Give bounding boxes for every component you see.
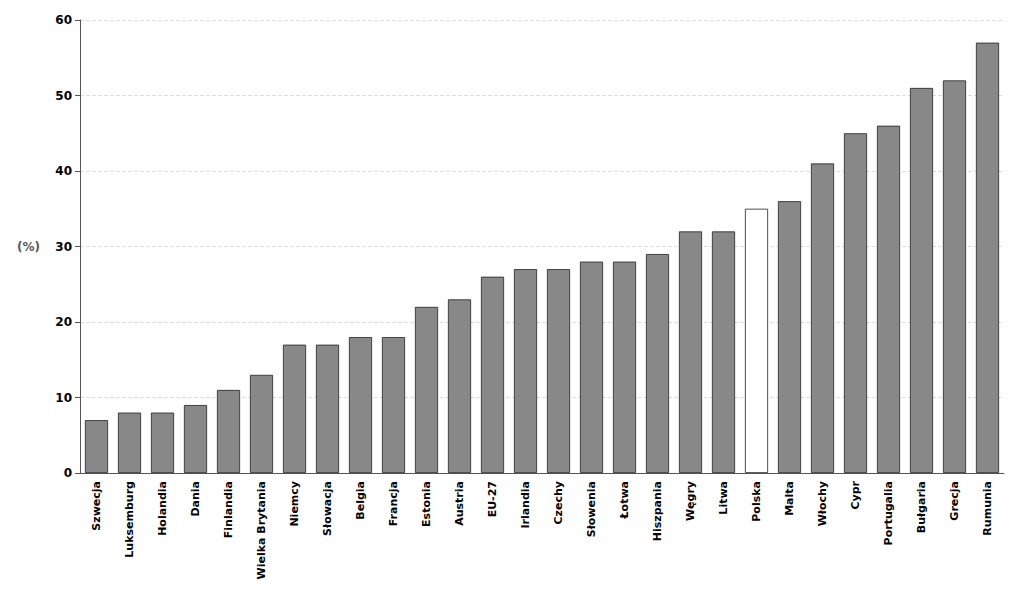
svg-text:Rumunia: Rumunia [981, 481, 994, 536]
svg-text:Bułgaria: Bułgaria [915, 481, 928, 533]
svg-text:Dania: Dania [189, 481, 202, 517]
svg-text:Łotwa: Łotwa [618, 481, 631, 519]
svg-text:Cypr: Cypr [849, 480, 862, 509]
svg-text:(%): (%) [17, 240, 40, 254]
svg-text:Francja: Francja [387, 481, 400, 526]
svg-text:Finlandia: Finlandia [222, 481, 235, 538]
svg-text:Słowenia: Słowenia [585, 481, 598, 537]
svg-text:Holandia: Holandia [156, 481, 169, 536]
svg-text:Irlandia: Irlandia [519, 481, 532, 529]
svg-text:Węgry: Węgry [684, 481, 697, 521]
svg-text:10: 10 [55, 391, 72, 405]
svg-text:Słowacja: Słowacja [321, 481, 334, 536]
svg-text:Szwecja: Szwecja [90, 481, 103, 531]
svg-text:40: 40 [55, 164, 72, 178]
svg-text:Grecja: Grecja [948, 481, 961, 521]
svg-text:50: 50 [55, 89, 72, 103]
svg-text:Polska: Polska [750, 481, 763, 522]
svg-text:60: 60 [55, 13, 72, 27]
svg-text:0: 0 [64, 466, 72, 480]
svg-text:Estonia: Estonia [420, 481, 433, 527]
svg-text:30: 30 [55, 240, 72, 254]
svg-text:EU-27: EU-27 [486, 481, 499, 517]
svg-text:Wielka Brytania: Wielka Brytania [255, 481, 268, 579]
svg-text:Portugalia: Portugalia [882, 481, 895, 545]
svg-text:Hiszpania: Hiszpania [651, 481, 664, 541]
svg-text:Czechy: Czechy [552, 481, 565, 524]
svg-text:Litwa: Litwa [717, 481, 730, 515]
svg-text:Belgia: Belgia [354, 481, 367, 520]
svg-text:20: 20 [55, 315, 72, 329]
svg-text:Malta: Malta [783, 481, 796, 516]
svg-text:Włochy: Włochy [816, 481, 829, 526]
svg-text:Luksemburg: Luksemburg [123, 481, 136, 558]
svg-text:Niemcy: Niemcy [288, 481, 301, 527]
svg-text:Austria: Austria [453, 481, 466, 526]
